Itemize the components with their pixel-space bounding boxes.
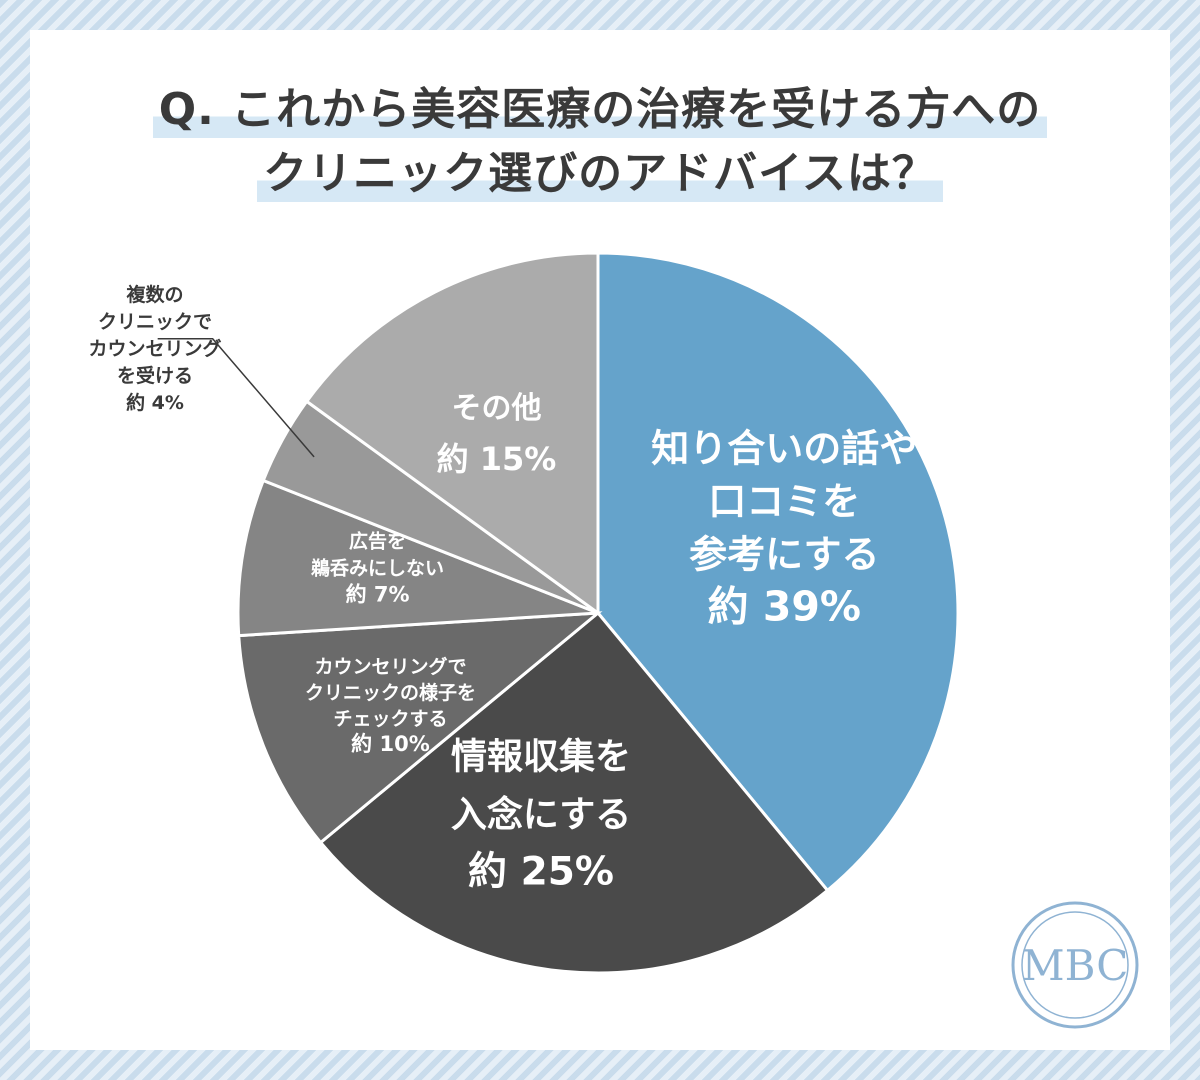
slice-category-label: カウンセリング: [88, 337, 221, 360]
chart-title: Q. これから美容医療の治療を受ける方への クリニック選びのアドバイスは？: [30, 82, 1170, 210]
slice-value-label: 約 25%: [468, 849, 614, 894]
pie-slice: [596, 251, 960, 893]
title-line-2: クリニック選びのアドバイスは？: [257, 146, 943, 202]
pie-slice: [304, 251, 600, 616]
slice-category-label: 情報収集を: [451, 736, 631, 777]
slice-category-label: 口コミを: [708, 480, 860, 524]
logo-text: MBC: [1022, 941, 1129, 990]
title-line-1: Q. これから美容医療の治療を受ける方への: [152, 82, 1048, 138]
slice-category-label: チェックする: [333, 708, 447, 730]
slice-category-label: クリニックの様子を: [305, 681, 476, 704]
pie-slice: [318, 610, 830, 975]
slice-category-label: カウンセリングで: [314, 655, 466, 678]
slice-category-label: 知り合いの話や: [651, 427, 917, 471]
slice-value-label: 約 10%: [351, 732, 430, 756]
slice-category-label: その他: [451, 391, 541, 426]
slice-category-label: を受ける: [117, 364, 193, 387]
slice-category-label: 入念にする: [451, 793, 631, 835]
slice-category-label: 参考にする: [689, 533, 879, 577]
slice-category-label: 鵜呑みにしない: [310, 557, 444, 580]
slice-category-label: 複数の: [125, 283, 183, 306]
slice-value-label: 約 7%: [346, 583, 410, 607]
mbc-logo: MBC: [1011, 901, 1139, 1029]
slice-value-label: 約 4%: [126, 391, 184, 414]
slice-category-label: クリニックで: [98, 311, 212, 333]
slice-category-label: 広告を: [349, 530, 406, 553]
pie-slice: [237, 611, 603, 845]
slice-value-label: 約 15%: [437, 440, 557, 478]
pie-slice: [236, 478, 599, 638]
slice-value-label: 約 39%: [708, 583, 861, 631]
leader-line: [157, 338, 315, 458]
